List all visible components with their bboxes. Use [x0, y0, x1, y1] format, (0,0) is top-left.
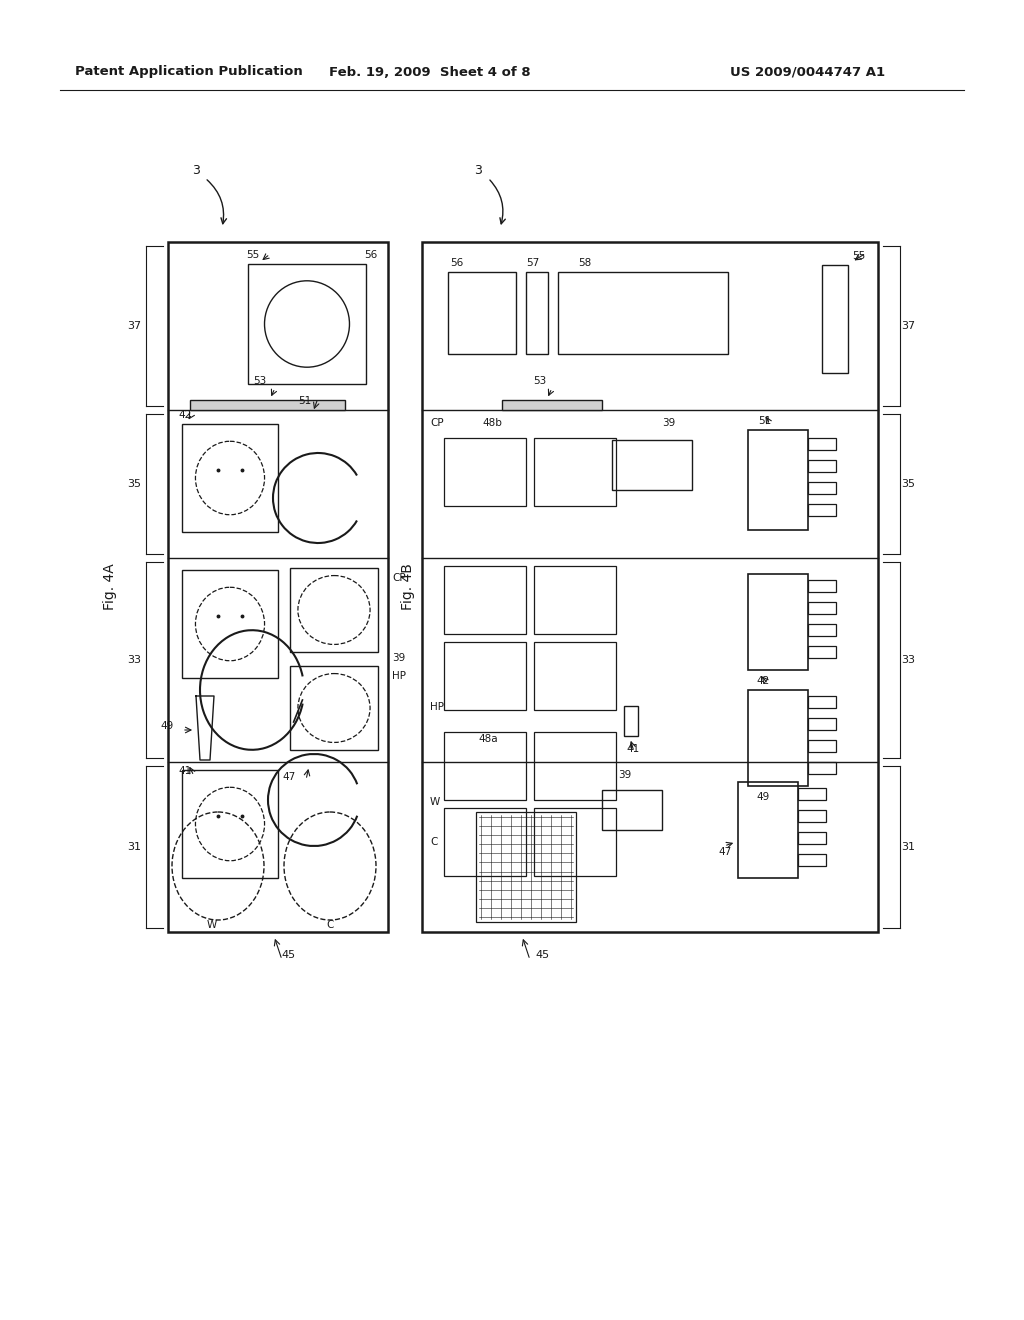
Bar: [290, 568, 378, 652]
Text: Patent Application Publication: Patent Application Publication: [75, 66, 303, 78]
Bar: [808, 645, 836, 657]
Bar: [798, 810, 826, 822]
Bar: [444, 733, 526, 800]
Text: Fig. 4A: Fig. 4A: [103, 564, 117, 610]
Text: 49: 49: [756, 792, 769, 803]
Text: 3: 3: [474, 164, 482, 177]
Text: 51: 51: [298, 396, 311, 407]
Bar: [748, 690, 808, 785]
Text: 39: 39: [662, 418, 675, 428]
Text: 31: 31: [127, 842, 141, 851]
Text: HP: HP: [430, 702, 444, 711]
Text: CP: CP: [392, 573, 406, 583]
Text: 49: 49: [161, 721, 174, 731]
Bar: [808, 482, 836, 494]
Text: 45: 45: [535, 950, 549, 960]
Bar: [808, 696, 836, 708]
Bar: [798, 854, 826, 866]
Bar: [808, 602, 836, 614]
Text: 58: 58: [578, 257, 591, 268]
Text: 45: 45: [281, 950, 295, 960]
Text: CP: CP: [430, 418, 443, 428]
Bar: [190, 400, 345, 411]
Bar: [182, 770, 278, 878]
Text: 35: 35: [127, 479, 141, 488]
Bar: [502, 400, 602, 411]
Bar: [182, 424, 278, 532]
Text: C: C: [327, 920, 334, 931]
Text: Feb. 19, 2009  Sheet 4 of 8: Feb. 19, 2009 Sheet 4 of 8: [329, 66, 530, 78]
Text: 3: 3: [193, 164, 200, 177]
Bar: [534, 438, 616, 506]
Bar: [248, 264, 366, 384]
Bar: [534, 566, 616, 634]
Bar: [808, 579, 836, 591]
Text: C: C: [430, 837, 437, 847]
Text: 53: 53: [534, 376, 547, 385]
Text: 51: 51: [758, 416, 771, 426]
Text: 47: 47: [283, 772, 296, 781]
Bar: [182, 570, 278, 678]
Text: 39: 39: [618, 770, 631, 780]
Text: 31: 31: [901, 842, 915, 851]
Text: 33: 33: [901, 655, 915, 665]
Text: 55: 55: [246, 249, 259, 260]
Bar: [444, 808, 526, 876]
Bar: [534, 642, 616, 710]
Text: 41: 41: [626, 744, 639, 754]
Bar: [444, 438, 526, 506]
Bar: [748, 574, 808, 671]
Bar: [476, 812, 575, 921]
Text: W: W: [207, 920, 217, 931]
Text: 33: 33: [127, 655, 141, 665]
Bar: [444, 642, 526, 710]
Bar: [808, 459, 836, 473]
Bar: [624, 706, 638, 737]
Bar: [444, 566, 526, 634]
Text: 42: 42: [178, 411, 191, 420]
Text: W: W: [430, 797, 440, 807]
Bar: [534, 733, 616, 800]
Text: Fig. 4B: Fig. 4B: [401, 564, 415, 610]
Text: 39: 39: [392, 653, 406, 663]
Text: 48a: 48a: [478, 734, 498, 744]
Bar: [808, 624, 836, 636]
Bar: [738, 781, 798, 878]
Bar: [748, 430, 808, 531]
Bar: [449, 272, 516, 354]
Text: 37: 37: [127, 321, 141, 331]
Text: 57: 57: [526, 257, 540, 268]
Text: 47: 47: [719, 847, 732, 857]
Text: 56: 56: [450, 257, 463, 268]
Text: 53: 53: [253, 376, 266, 385]
Text: 35: 35: [901, 479, 915, 488]
Text: US 2009/0044747 A1: US 2009/0044747 A1: [730, 66, 885, 78]
Bar: [822, 265, 848, 374]
Text: 55: 55: [852, 251, 865, 261]
Text: 42: 42: [756, 676, 769, 686]
Bar: [808, 741, 836, 752]
Bar: [534, 808, 616, 876]
Bar: [808, 762, 836, 774]
Bar: [808, 504, 836, 516]
Text: 37: 37: [901, 321, 915, 331]
Bar: [602, 789, 662, 830]
Bar: [798, 788, 826, 800]
Bar: [558, 272, 728, 354]
Text: 41: 41: [178, 766, 191, 776]
Bar: [808, 438, 836, 450]
Bar: [422, 242, 878, 932]
Bar: [612, 440, 692, 490]
Bar: [808, 718, 836, 730]
Text: 48b: 48b: [482, 418, 502, 428]
Bar: [526, 272, 548, 354]
Bar: [798, 832, 826, 843]
Bar: [290, 667, 378, 750]
Bar: [168, 242, 388, 932]
Text: HP: HP: [392, 671, 406, 681]
Text: 56: 56: [364, 249, 377, 260]
